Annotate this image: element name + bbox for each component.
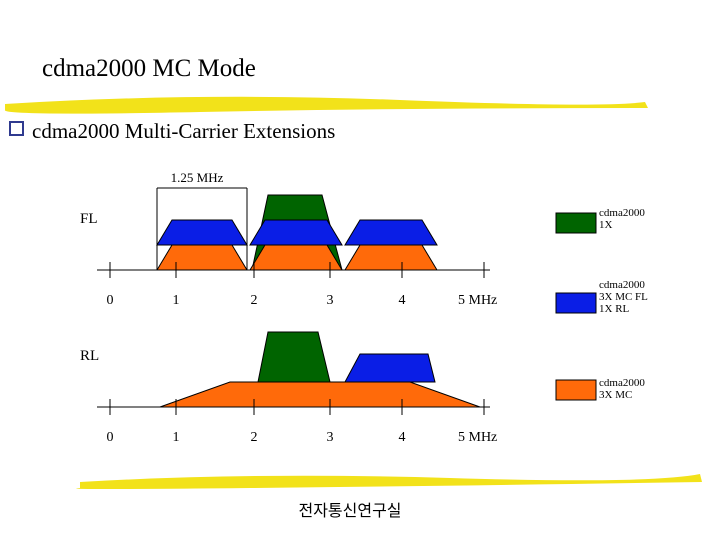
legend-line: 3X MC [599, 389, 632, 401]
axis-label: 0 [107, 293, 114, 308]
legend-line: cdma2000 [599, 377, 645, 389]
axis-label: 2 [251, 293, 258, 308]
legend-swatch [555, 292, 597, 314]
legend-swatch [555, 212, 597, 234]
legend-label: cdma2000 3X MC [599, 377, 645, 401]
axis-label: 3 [327, 430, 334, 445]
carrier-3x [344, 244, 438, 271]
legend-line: cdma2000 [599, 207, 645, 219]
carrier-3x-fl [156, 219, 248, 246]
carrier-1x-rl [344, 353, 436, 383]
legend-line: 1X [599, 219, 613, 231]
carrier-3x-fl [249, 219, 343, 246]
highlight-stroke [76, 474, 702, 489]
axis-label: 1 [173, 430, 180, 445]
carrier-3x [249, 244, 343, 271]
axis-label: 0 [107, 430, 114, 445]
carrier-1x [257, 331, 331, 383]
legend-label: cdma2000 3X MC FL 1X RL [599, 279, 648, 315]
link-label: FL [80, 211, 98, 227]
slide-title: cdma2000 MC Mode [42, 55, 256, 82]
legend-line: 1X RL [599, 303, 630, 315]
link-label: RL [80, 348, 99, 364]
legend-line: cdma2000 [599, 279, 645, 291]
legend-label: cdma2000 1X [599, 207, 645, 231]
bandwidth-bracket [156, 187, 248, 270]
carrier-3x-fl [344, 219, 438, 246]
carrier-3x [156, 244, 248, 271]
axis-label: 5 MHz [458, 293, 497, 308]
bandwidth-label: 1.25 MHz [171, 170, 224, 185]
axis-label: 5 MHz [458, 430, 497, 445]
axis-label: 4 [399, 293, 406, 308]
carrier-3x [159, 381, 481, 408]
bullet-text: cdma2000 Multi-Carrier Extensions [32, 119, 335, 143]
legend-line: 3X MC FL [599, 291, 648, 303]
axis-label: 4 [399, 430, 406, 445]
legend-swatch [555, 379, 597, 401]
axis-label: 2 [251, 430, 258, 445]
axis-label: 1 [173, 293, 180, 308]
footer: 전자통신연구실 [298, 501, 401, 520]
axis-label: 3 [327, 293, 334, 308]
bullet-marker [9, 121, 24, 136]
highlight-stroke [4, 96, 648, 114]
